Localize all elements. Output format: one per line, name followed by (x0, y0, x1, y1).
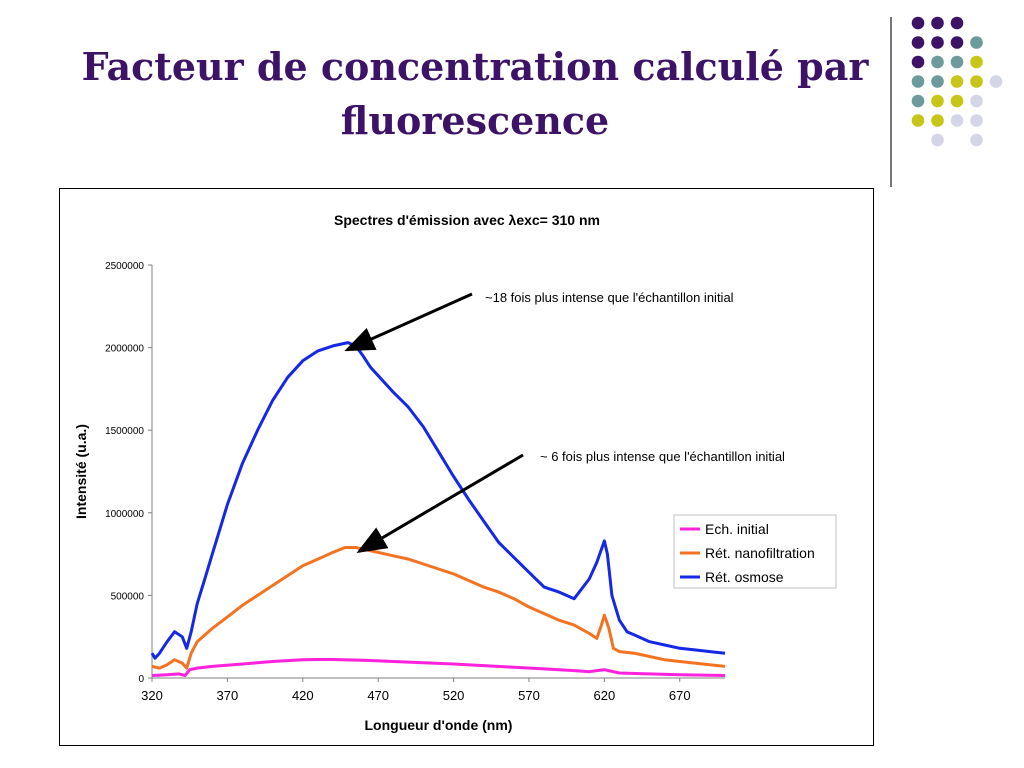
decorative-dot (931, 114, 944, 127)
decorative-dot (970, 133, 983, 147)
y-axis-title: Intensité (u.a.) (73, 424, 89, 519)
decorative-dot (970, 94, 983, 108)
decorative-dot (950, 114, 964, 127)
series-line-3 (150, 341, 726, 660)
decorative-dot (911, 114, 925, 127)
legend-label: Rét. nanofiltration (705, 545, 815, 561)
y-tick-label: 500000 (111, 591, 145, 602)
y-tick-label: 2500000 (105, 261, 144, 272)
decorative-dot (989, 75, 1003, 88)
slide-title-line-1: Facteur de concentration calculé par (81, 44, 869, 89)
x-tick-label: 470 (367, 688, 389, 703)
series-line-2 (151, 546, 726, 670)
x-tick-label: 520 (443, 688, 465, 703)
decorative-dot (970, 36, 983, 49)
decorative-dot (950, 16, 964, 30)
emission-spectra-chart: Spectres d'émission avec λexc= 310 nm 0 50… (73, 212, 837, 733)
legend-label: Ech. initial (705, 521, 769, 537)
decorative-dot (970, 75, 983, 88)
annotation-arrow (344, 292, 473, 352)
x-tick-label: 570 (518, 688, 540, 703)
annotation-text: ~18 fois plus intense que l'échantillon … (485, 290, 734, 305)
decorative-dot (931, 94, 944, 108)
x-tick-label: 670 (669, 688, 691, 703)
vertical-divider (890, 17, 892, 187)
decorative-dot (931, 36, 944, 49)
legend-label: Rét. osmose (705, 569, 784, 585)
decorative-dot (931, 75, 944, 88)
x-axis-title: Longueur d'onde (nm) (365, 717, 513, 733)
decorative-dot (911, 16, 925, 30)
decorative-dot (911, 55, 925, 69)
x-tick-label: 320 (141, 688, 163, 703)
chart-legend: Ech. initial Rét. nanofiltration Rét. osmo… (673, 514, 837, 589)
slide-title-line-2: fluorescence (340, 98, 610, 143)
decorative-dot (970, 114, 983, 127)
decorative-dot (911, 94, 925, 108)
decorative-dot (950, 36, 964, 49)
decorative-dot (950, 94, 964, 108)
annotation-arrow (356, 453, 524, 554)
chart-frame: Spectres d'émission avec λexc= 310 nm 0 50… (59, 188, 874, 746)
decorative-dot (950, 75, 964, 88)
decorative-dot (931, 133, 944, 147)
chart-title: Spectres d'émission avec λexc= 310 nm (334, 212, 600, 228)
annotation-text: ~ 6 fois plus intense que l'échantillon … (540, 449, 785, 464)
x-tick-label: 620 (594, 688, 616, 703)
legend-box (673, 514, 837, 589)
x-tick-label: 420 (292, 688, 314, 703)
slide-title: Facteur de concentration calculé par flu… (55, 40, 895, 148)
decorative-dot (931, 55, 944, 69)
decorative-dot (911, 36, 925, 49)
decorative-dot (950, 55, 964, 69)
y-tick-label: 2000000 (105, 344, 144, 355)
y-tick-label: 0 (138, 674, 144, 685)
decorative-dot (911, 75, 925, 88)
series-line-1 (151, 658, 726, 677)
x-tick-label: 370 (217, 688, 239, 703)
y-tick-label: 1500000 (105, 426, 144, 437)
decorative-dot (931, 16, 944, 30)
decorative-dot (970, 55, 983, 69)
y-tick-label: 1000000 (105, 509, 144, 520)
